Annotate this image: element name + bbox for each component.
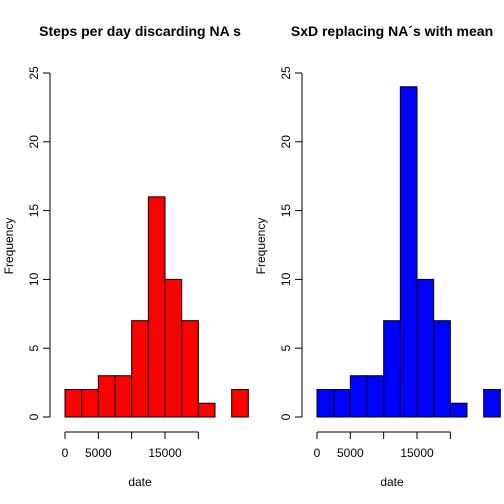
- y-tick-label: 10: [27, 272, 41, 286]
- x-tick-label: 0: [62, 446, 69, 460]
- chart-title: Steps per day discarding NA s: [39, 23, 241, 39]
- y-tick-label: 5: [279, 345, 293, 352]
- histogram-bar: [449, 402, 468, 418]
- histogram-bar: [433, 320, 451, 418]
- y-tick-label: 20: [279, 135, 293, 149]
- histogram-bar: [147, 196, 166, 418]
- x-axis-label: date: [128, 475, 152, 489]
- histogram-bar: [114, 375, 133, 418]
- y-axis-label: Frequency: [254, 218, 268, 275]
- histogram-bar: [316, 388, 335, 418]
- y-tick-label: 20: [27, 135, 41, 149]
- histogram-bar: [231, 388, 249, 418]
- histogram-panel-right: SxD replacing NA´s with mean date Freque…: [254, 23, 501, 489]
- histogram-bar: [164, 278, 183, 418]
- histogram-bar: [131, 320, 149, 418]
- histogram-bar: [366, 375, 385, 418]
- histogram-bar: [483, 388, 501, 418]
- y-tick-label: 10: [279, 272, 293, 286]
- x-tick-label: 15000: [400, 446, 434, 460]
- y-tick-label: 5: [27, 345, 41, 352]
- x-tick-label: 0: [314, 446, 321, 460]
- x-tick-label: 5000: [85, 446, 112, 460]
- y-tick-label: 25: [279, 66, 293, 80]
- histogram-bar: [383, 320, 401, 418]
- y-tick-label: 25: [27, 66, 41, 80]
- x-tick-label: 5000: [337, 446, 364, 460]
- histogram-bar: [349, 375, 368, 418]
- y-tick-label: 0: [279, 413, 293, 420]
- y-tick-label: 15: [279, 204, 293, 218]
- histogram-bar: [399, 86, 418, 418]
- histogram-bar: [64, 388, 83, 418]
- histogram-bar: [97, 375, 116, 418]
- x-tick-label: 15000: [148, 446, 182, 460]
- chart-title: SxD replacing NA´s with mean: [291, 23, 493, 39]
- histogram-bar: [333, 388, 351, 418]
- histogram-panel-left: Steps per day discarding NA s date Frequ…: [2, 23, 249, 489]
- x-axis-label: date: [380, 475, 404, 489]
- y-axis-label: Frequency: [2, 218, 16, 275]
- histogram-bar: [181, 320, 199, 418]
- y-tick-label: 0: [27, 413, 41, 420]
- histogram-bar: [81, 388, 99, 418]
- histogram-bar: [197, 402, 216, 418]
- histogram-bar: [416, 278, 435, 418]
- y-tick-label: 15: [27, 204, 41, 218]
